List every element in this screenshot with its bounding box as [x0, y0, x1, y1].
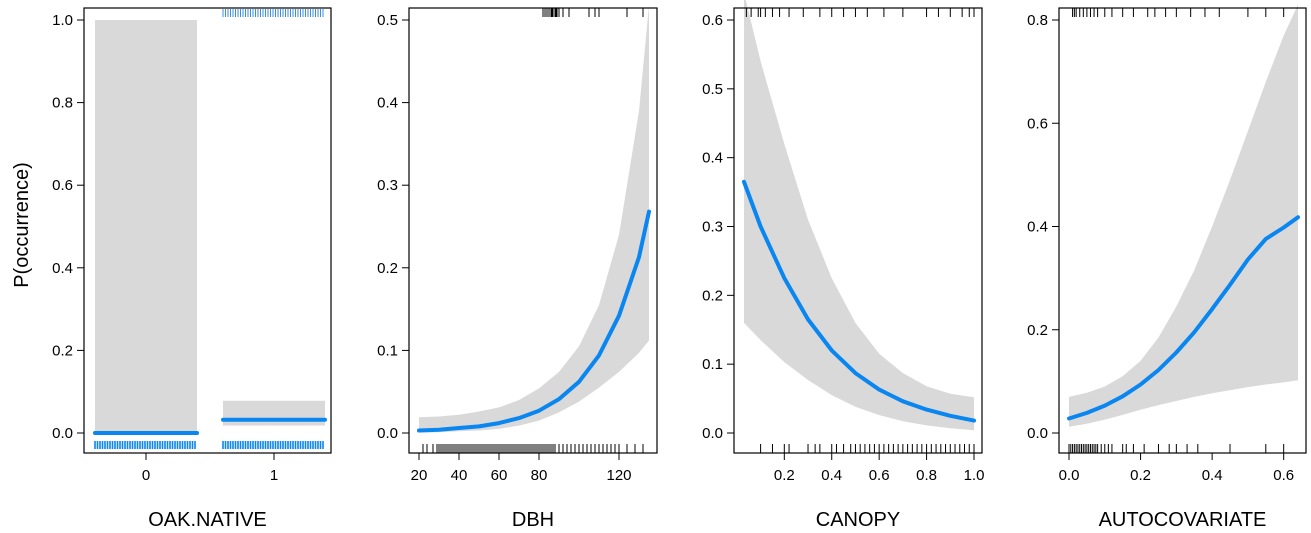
- x-tick-label: 0.0: [1059, 467, 1080, 484]
- y-tick-label: 0.3: [377, 177, 398, 194]
- y-tick-label: 0.1: [377, 342, 398, 359]
- y-tick-label: 0.8: [1027, 12, 1048, 29]
- y-tick-label: 0.6: [702, 12, 723, 29]
- y-tick-label: 0.6: [52, 177, 73, 194]
- x-axis-label: DBH: [512, 509, 554, 531]
- y-tick-label: 1.0: [52, 12, 73, 29]
- x-tick-label: 20: [411, 467, 428, 484]
- x-tick-label: 0.2: [1130, 467, 1151, 484]
- plot-frame: [733, 7, 983, 454]
- y-tick-label: 0.5: [702, 81, 723, 98]
- y-tick-label: 0.8: [52, 95, 73, 112]
- x-tick-label: 80: [531, 467, 548, 484]
- x-tick-label: 0.8: [916, 467, 937, 484]
- plot-frame: [1058, 7, 1307, 454]
- x-tick-label: 0.6: [1273, 467, 1294, 484]
- x-tick-label: 0: [142, 467, 150, 484]
- y-tick-label: 0.0: [377, 425, 398, 442]
- x-tick-label: 0.6: [869, 467, 890, 484]
- ci-band: [1069, 4, 1298, 427]
- ci-band: [744, 0, 974, 431]
- panels: 0 1 0.0 0.2 0.4 0.6 0.8 1.0 OAK.NATIVE 20 40 60 80 12…: [52, 0, 1307, 531]
- y-tick-label: 0.0: [1027, 425, 1048, 442]
- x-tick-label: 40: [451, 467, 468, 484]
- y-axis-label: P(occurrence): [11, 162, 33, 288]
- x-tick-label: 60: [491, 467, 508, 484]
- y-tick-label: 0.2: [1027, 322, 1048, 339]
- y-tick-label: 0.0: [702, 425, 723, 442]
- ci-band-0: [95, 20, 197, 433]
- x-tick-label: 1.0: [964, 467, 985, 484]
- x-tick-label: 0.4: [821, 467, 842, 484]
- fit-line: [417, 209, 651, 433]
- x-tick-label: 120: [606, 467, 631, 484]
- x-tick-label: 0.2: [774, 467, 795, 484]
- y-tick-label: 0.2: [702, 287, 723, 304]
- y-tick-label: 0.4: [1027, 219, 1048, 236]
- y-tick-label: 0.4: [52, 260, 73, 277]
- panel-1: 0 1 0.0 0.2 0.4 0.6 0.8 1.0 OAK.NATIVE: [52, 7, 332, 531]
- y-tick-label: 0.2: [52, 342, 73, 359]
- plot-frame: [83, 7, 332, 454]
- y-tick-label: 0.4: [377, 95, 398, 112]
- x-axis-label: AUTOCOVARIATE: [1099, 509, 1267, 531]
- x-axis-label: CANOPY: [816, 509, 900, 531]
- fit-line: [742, 179, 976, 423]
- x-tick-label: 1: [270, 467, 278, 484]
- y-tick-label: 0.4: [702, 150, 723, 167]
- fit-line: [1067, 215, 1300, 421]
- panel-4: 0.0 0.2 0.4 0.6 0.0 0.2 0.4 0.6 0.8 AUTOCOVARIATE: [1027, 4, 1307, 531]
- y-tick-label: 0.0: [52, 425, 73, 442]
- panel-3: 0.2 0.4 0.6 0.8 1.0 0.0 0.1 0.2 0.3 0.4 0.5 0.6 CANO…: [702, 0, 984, 531]
- ci-band-1: [223, 400, 325, 426]
- plot-frame: [408, 7, 658, 454]
- x-axis-label: OAK.NATIVE: [148, 509, 267, 531]
- y-tick-label: 0.1: [702, 356, 723, 373]
- ci-band: [419, 5, 649, 433]
- y-tick-label: 0.6: [1027, 115, 1048, 132]
- y-tick-label: 0.5: [377, 12, 398, 29]
- x-tick-label: 0.4: [1202, 467, 1223, 484]
- y-tick-label: 0.3: [702, 219, 723, 236]
- panel-2: 20 40 60 80 120 0.0 0.1 0.2 0.3 0.4 0.5 DBH: [377, 5, 658, 531]
- y-tick-label: 0.2: [377, 260, 398, 277]
